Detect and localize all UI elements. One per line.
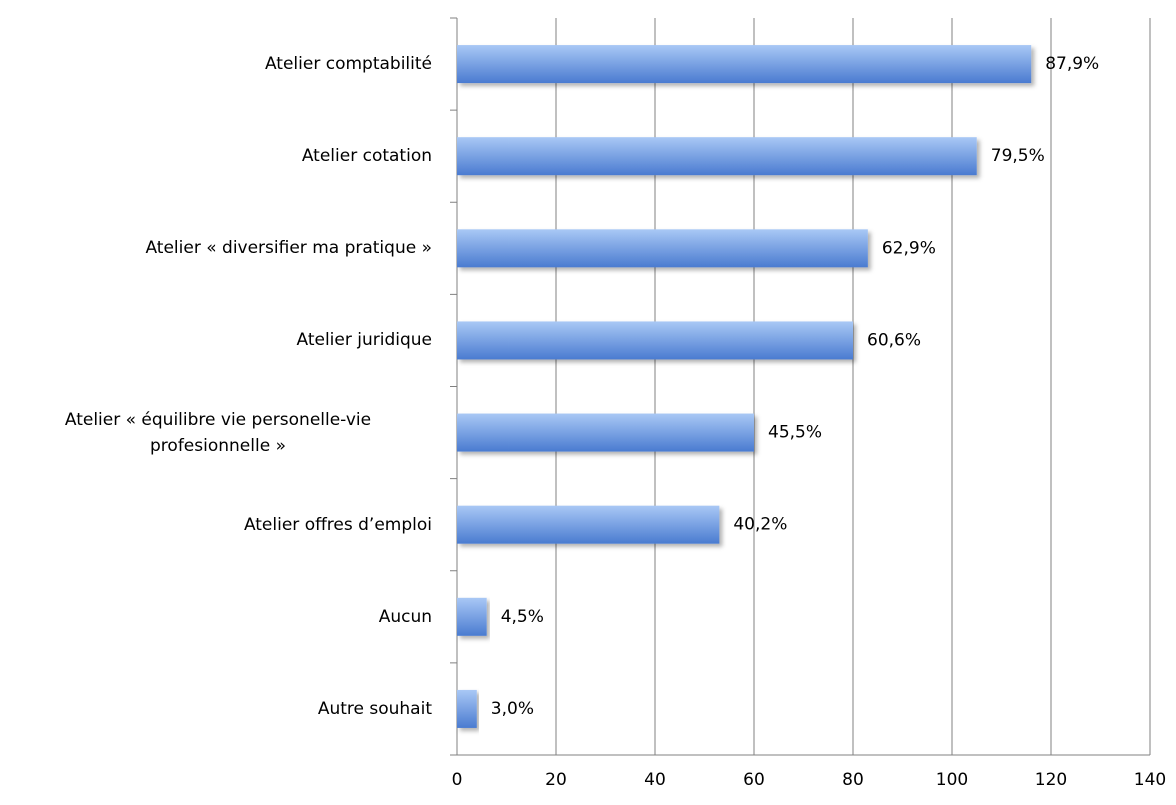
y-tick-label: Atelier juridique (296, 330, 432, 351)
y-tick-label: Autre souhait (317, 698, 432, 719)
data-label: 60,6% (867, 330, 921, 350)
y-tick-label: Atelier « équilibre vie personelle-vie p… (64, 409, 372, 456)
y-tick-label: Atelier comptabilité (264, 54, 432, 75)
y-tick-label: Atelier offres d’emploi (243, 514, 432, 535)
y-tick-label-box: Aucun (4, 577, 432, 657)
y-tick-label-box: Atelier « équilibre vie personelle-vie p… (4, 393, 432, 473)
y-tick-label-box: Atelier offres d’emploi (4, 485, 432, 565)
x-tick-label: 140 (1134, 770, 1166, 790)
data-label: 79,5% (991, 146, 1045, 166)
data-label: 45,5% (768, 423, 822, 443)
y-tick-label: Aucun (378, 606, 432, 627)
bar (457, 413, 754, 452)
x-tick-label: 100 (936, 770, 968, 790)
y-tick-label-box: Atelier cotation (4, 116, 432, 196)
y-tick-label-box: Atelier « diversifier ma pratique » (4, 208, 432, 288)
data-label: 4,5% (501, 607, 544, 627)
y-tick-label: Atelier « diversifier ma pratique » (145, 238, 432, 259)
x-tick-label: 60 (743, 770, 765, 790)
bar (457, 229, 868, 268)
bar (457, 321, 853, 360)
data-label: 62,9% (882, 238, 936, 258)
x-tick-label: 0 (452, 770, 463, 790)
y-tick-label-box: Autre souhait (4, 669, 432, 749)
bar (457, 45, 1032, 84)
bar (457, 505, 720, 544)
y-tick-label-box: Atelier comptabilité (4, 24, 432, 104)
data-label: 3,0% (491, 699, 534, 719)
x-tick-label: 20 (545, 770, 567, 790)
y-tick-label: Atelier cotation (301, 146, 432, 167)
x-tick-label: 80 (842, 770, 864, 790)
bar (457, 597, 487, 636)
x-tick-label: 40 (644, 770, 666, 790)
data-label: 87,9% (1045, 54, 1099, 74)
x-tick-label: 120 (1035, 770, 1067, 790)
data-label: 40,2% (733, 515, 787, 535)
bar (457, 689, 477, 728)
y-tick-label-box: Atelier juridique (4, 300, 432, 380)
bar (457, 137, 977, 176)
